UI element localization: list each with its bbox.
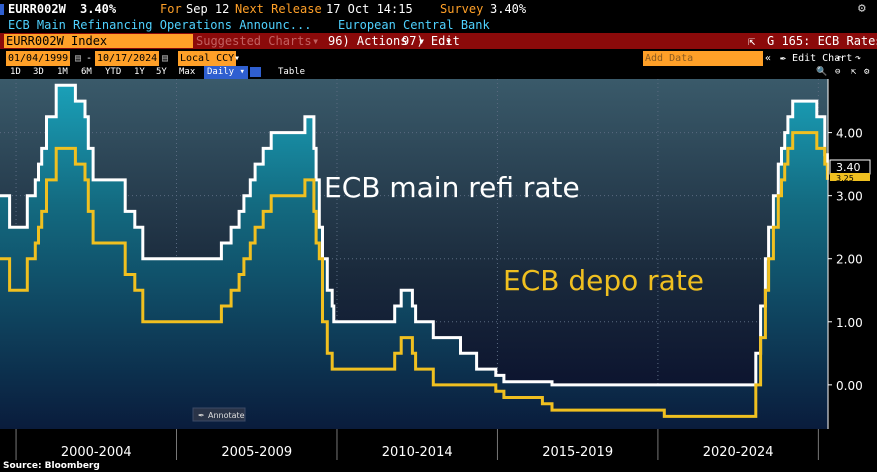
range-1d-button[interactable]: 1D [10,67,21,77]
undo-icon[interactable]: ↶ [836,53,843,64]
ticker-symbol: EURR002W [8,2,66,16]
actions-menu[interactable]: 96) Actions [328,34,408,48]
y-tick-label: 2.00 [836,253,863,267]
end-date-input[interactable]: 10/17/2024 [95,51,160,66]
suggested-charts-menu[interactable]: Suggested Charts [196,34,312,48]
range-6m-button[interactable]: 6M [81,67,92,77]
data-source-name: European Central Bank [338,18,490,32]
add-data-input[interactable]: Add Data [643,51,763,66]
collapse-icon[interactable]: « [765,53,772,64]
range-ytd-button[interactable]: YTD [105,67,122,77]
edit-chart-button[interactable]: ✒ Edit Chart [780,53,853,64]
table-button[interactable]: Table [278,67,306,77]
edit-menu[interactable]: 97) Edit [402,34,460,48]
next-release-date: 17 Oct 14:15 [326,2,413,16]
last-value: 3.40% [80,2,117,16]
refi-rate-line [0,83,829,387]
ticker-bar: EURR002W 3.40% For Sep 12 Next Release 1… [0,0,877,18]
y-tick-label: 4.00 [836,127,863,141]
pencil-icon: ✒ [198,411,205,420]
x-tick-label: 2010-2014 [382,445,453,460]
svg-text:Annotate: Annotate [208,411,245,420]
description-bar: ECB Main Refinancing Operations Announc.… [0,17,877,33]
last-value-tags: 3.40 3.25 [829,159,871,183]
x-tick-label: 2015-2019 [542,445,613,460]
calendar-icon[interactable]: ▤ [75,53,82,64]
chevron-down-icon: ▾ [445,34,453,48]
series-description: ECB Main Refinancing Operations Announc.… [8,18,312,32]
line-chart-icon[interactable] [250,67,261,77]
survey-value: 3.40% [490,2,527,16]
chevron-down-icon: ▾ [312,34,320,48]
redo-icon[interactable]: ↷ [855,53,862,64]
for-date: Sep 12 [186,2,230,16]
ticker-marker [0,4,4,15]
chart-name: G 165: ECB Rates [767,34,877,48]
depo-rate-label: ECB depo rate [503,264,704,297]
date-controls: 01/04/1999 ▤ - 10/17/2024 ▤ Local CCY ▾ … [6,51,862,66]
expand-icon[interactable]: ⇱ [851,67,857,77]
frequency-select[interactable]: Daily ▾ [204,66,248,79]
y-tick-label: 3.00 [836,190,863,204]
refi-rate-label: ECB main refi rate [324,171,580,204]
range-max-button[interactable]: Max [179,67,196,77]
last-depo-tag: 3.25 [836,174,854,183]
x-tick-label: 2005-2009 [221,445,292,460]
for-label: For [160,2,182,16]
gear-icon[interactable]: ⚙ [864,67,870,77]
range-5y-button[interactable]: 5Y [156,67,167,77]
range-3d-button[interactable]: 3D [33,67,44,77]
rates-chart: 0.001.002.003.004.00 2000-2004 2005-2009 2… [0,79,871,460]
x-axis: 2000-2004 2005-2009 2010-2014 2015-2019 2020… [15,429,819,460]
start-date-input[interactable]: 01/04/1999 [6,51,71,66]
survey-label: Survey [440,2,484,16]
y-axis: 0.00 1.00 2.00 3.00 4.00 [827,79,863,429]
range-1y-button[interactable]: 1Y [134,67,145,77]
last-refi-tag: 3.40 [836,161,861,174]
annotate-button[interactable]: ✒ Annotate [192,407,246,422]
chevron-down-icon: ▾ [234,53,241,64]
x-tick-label: 2020-2024 [703,445,774,460]
popout-icon[interactable]: ⇱ [748,34,756,48]
y-tick-label: 0.00 [836,379,863,393]
calendar-icon[interactable]: ▤ [162,53,169,64]
depo-rate-line [0,131,829,418]
zoom-out-icon[interactable]: ⊖ [835,67,841,77]
currency-select[interactable]: Local CCY [178,51,237,66]
security-field[interactable]: EURR002W Index [4,34,193,48]
y-tick-label: 1.00 [836,316,863,330]
next-release-label: Next Release [235,2,322,16]
chevron-down-icon: ▾ [418,34,426,48]
range-1m-button[interactable]: 1M [57,67,68,77]
range-bar: 1D 3D 1M 6M YTD 1Y 5Y Max Daily ▾ Table … [0,66,877,79]
refi-area-fill [0,85,828,430]
x-tick-label: 2000-2004 [61,445,132,460]
zoom-icon[interactable]: 🔍 [816,67,828,77]
settings-gear-icon[interactable]: ⚙ [858,1,866,16]
source-note: Source: Bloomberg [3,461,100,471]
menu-bar: EURR002W Index Suggested Charts ▾ 96) Ac… [0,33,877,49]
